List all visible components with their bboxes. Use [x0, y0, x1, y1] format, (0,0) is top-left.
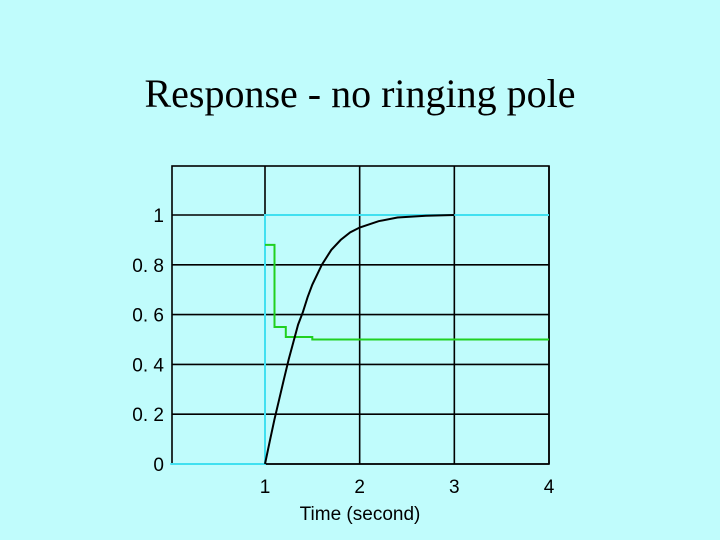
x-tick-label: 2	[354, 477, 365, 498]
grid	[171, 165, 550, 465]
x-axis-label: Time (second)	[300, 504, 421, 525]
y-tick-label: 0. 2	[132, 405, 164, 426]
x-tick-label: 4	[544, 477, 555, 498]
series-line-3	[264, 214, 455, 465]
series-line-2	[265, 243, 549, 341]
y-tick-label: 0. 8	[132, 256, 164, 277]
y-tick-label: 0. 6	[132, 306, 164, 327]
tick-labels: 0 0. 2 0. 4 0. 6 0. 8 1 1 2 3 4	[132, 206, 554, 498]
x-tick-label: 3	[449, 477, 460, 498]
x-tick-label: 1	[260, 477, 271, 498]
y-tick-label: 1	[153, 206, 164, 227]
slide-title: Response - no ringing pole	[144, 71, 576, 116]
series-group	[170, 214, 549, 465]
y-tick-label: 0	[153, 455, 164, 476]
series-line-1	[170, 214, 549, 465]
y-tick-label: 0. 4	[132, 355, 164, 376]
